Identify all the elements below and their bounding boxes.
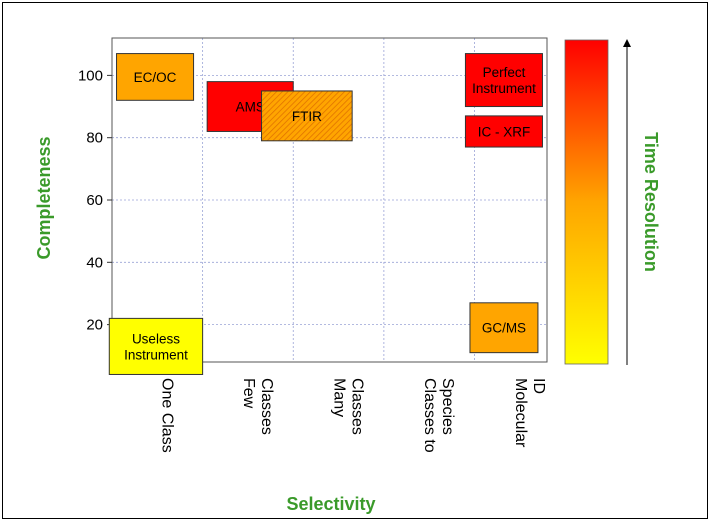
x-category-line: ID	[530, 378, 547, 394]
instrument-box-rect	[116, 53, 195, 101]
x-axis-title: Selectivity	[286, 494, 375, 514]
time-resolution-arrowhead	[623, 39, 631, 47]
x-category-line: Classes	[258, 378, 275, 435]
y-axis: 20 40 60 80 100	[78, 67, 112, 334]
instrument-box-label: Useless	[132, 331, 180, 346]
instrument-box-rect	[464, 53, 543, 108]
x-category-line: Classes to	[421, 378, 438, 453]
y-tick-label: 60	[86, 192, 103, 209]
x-category-label: Many Classes	[331, 378, 366, 435]
instrument-box-label: Instrument	[124, 347, 188, 362]
x-category-line: One Class	[158, 378, 175, 453]
instrument-box-rect	[464, 115, 543, 148]
x-category-label: Classes to Species	[421, 378, 456, 453]
y-tick-label: 20	[86, 317, 103, 334]
instrument-box-label: AMS	[236, 100, 265, 115]
instrument-box: EC/OC	[116, 53, 195, 101]
instrument-box-rect	[469, 302, 539, 354]
instrument-box-rect	[261, 90, 353, 142]
x-category-label: Few Classes	[240, 378, 275, 435]
x-category-line: Classes	[349, 378, 366, 435]
instrument-box-label: EC/OC	[134, 70, 177, 85]
instrument-box: FTIR	[261, 90, 353, 142]
x-category-line: Molecular	[512, 378, 529, 448]
x-category-line: Many	[331, 378, 348, 417]
y-axis-title: Completeness	[34, 136, 54, 259]
y-tick-label: 80	[86, 130, 103, 147]
y-tick-label: 40	[86, 254, 103, 271]
colorbar-title: Time Resolution	[641, 132, 661, 272]
instrument-box: GC/MS	[469, 302, 539, 354]
instrument-box-label: FTIR	[292, 109, 322, 124]
instrument-box-label: Instrument	[472, 81, 536, 96]
x-category-line: Few	[240, 378, 257, 409]
instrument-box: IC - XRF	[464, 115, 543, 148]
x-category-line: Species	[439, 378, 456, 435]
instrument-box-rect	[108, 317, 204, 375]
x-category-label: One Class	[158, 378, 175, 453]
x-category-label: Molecular ID	[512, 378, 547, 448]
x-axis: One Class Few Classes Many Classes Classes to…	[158, 378, 547, 453]
instrument-box-label: IC - XRF	[478, 124, 531, 139]
instrument-box-label: Perfect	[483, 65, 526, 80]
colorbar	[564, 39, 609, 365]
y-tick-label: 100	[78, 67, 103, 84]
instrument-box-label: GC/MS	[482, 321, 526, 336]
